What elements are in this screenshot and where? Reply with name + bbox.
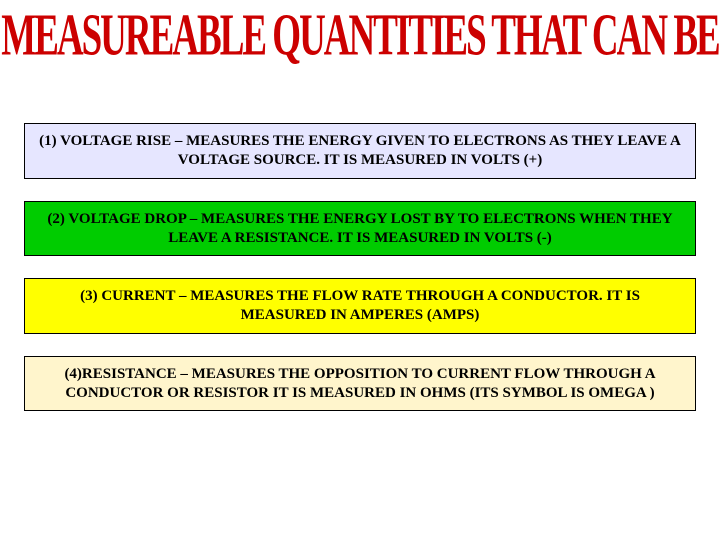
box-resistance: (4)RESISTANCE – MEASURES THE OPPOSITION … [24,356,696,412]
slide-title: MEASUREABLE QUANTITIES THAT CAN BE [0,0,720,63]
box-current: (3) CURRENT – MEASURES THE FLOW RATE THR… [24,278,696,334]
box-voltage-drop: (2) VOLTAGE DROP – MEASURES THE ENERGY L… [24,201,696,257]
content-boxes: (1) VOLTAGE RISE – MEASURES THE ENERGY G… [0,123,720,411]
box-voltage-rise: (1) VOLTAGE RISE – MEASURES THE ENERGY G… [24,123,696,179]
